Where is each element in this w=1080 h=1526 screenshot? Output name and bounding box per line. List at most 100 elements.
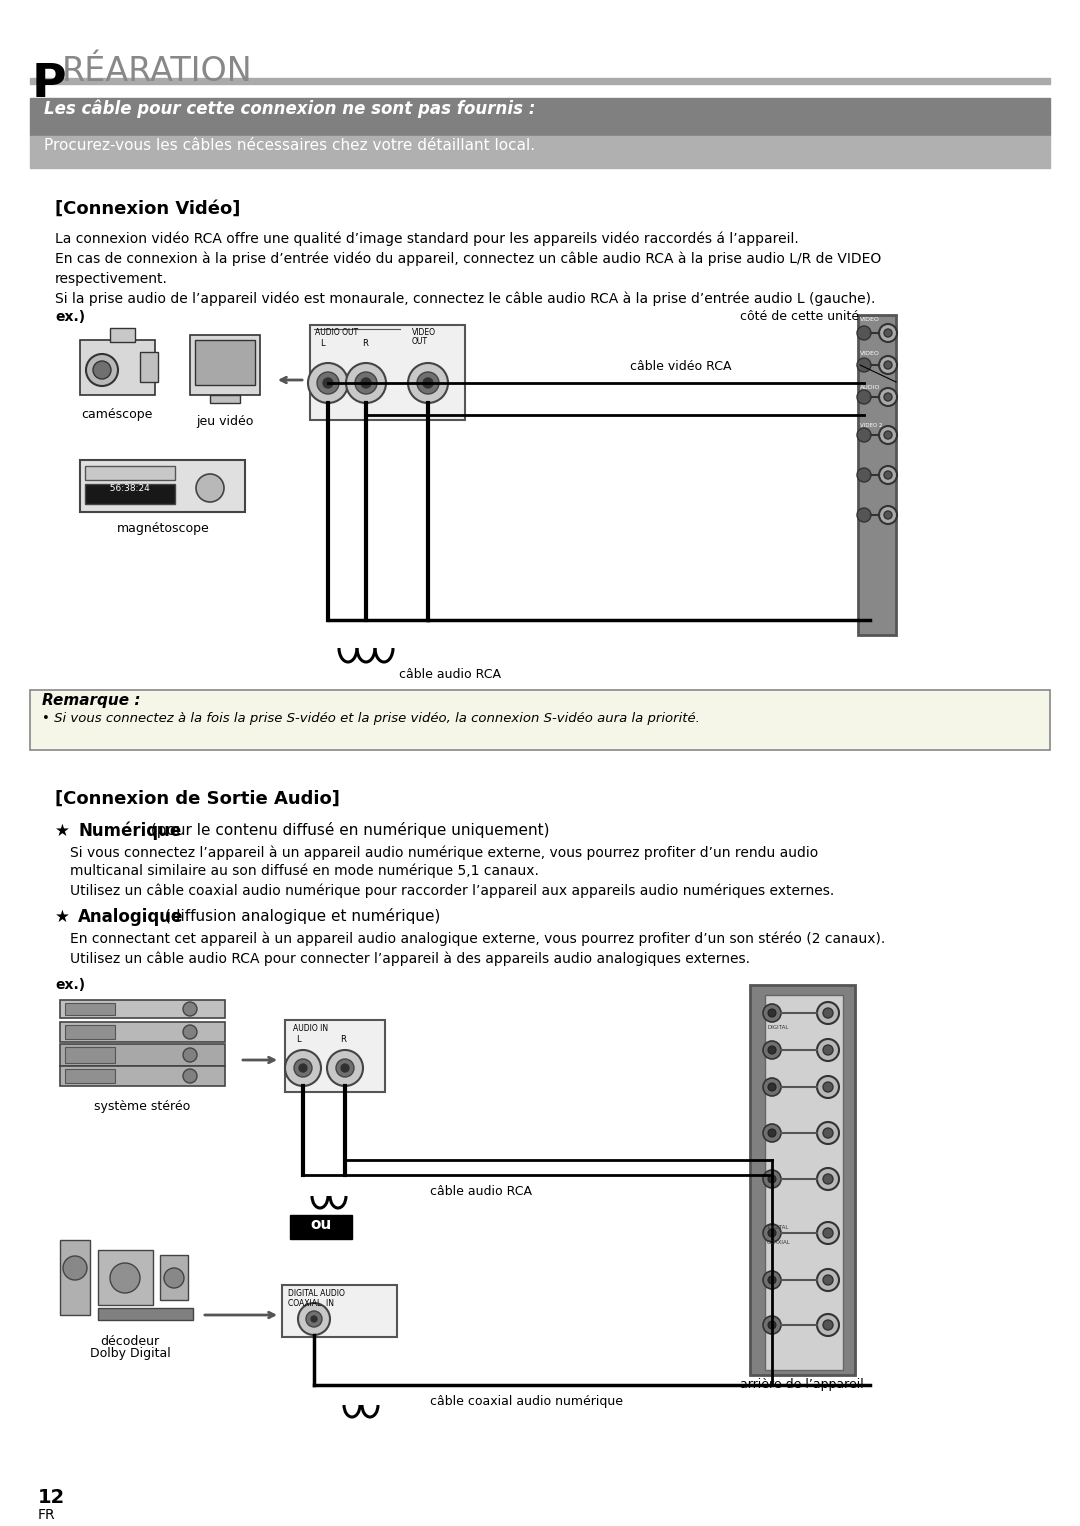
Bar <box>80 459 245 513</box>
Circle shape <box>816 1039 839 1061</box>
Bar <box>60 1022 225 1042</box>
Circle shape <box>823 1173 833 1184</box>
Circle shape <box>63 1256 87 1280</box>
Bar <box>60 1000 225 1018</box>
Circle shape <box>823 1276 833 1285</box>
Text: Remarque :: Remarque : <box>42 693 140 708</box>
Circle shape <box>294 1059 312 1077</box>
Bar <box>85 484 175 504</box>
Text: Les câble pour cette connexion ne sont pas fournis :: Les câble pour cette connexion ne sont p… <box>44 101 536 119</box>
Bar <box>285 1019 384 1093</box>
Circle shape <box>858 327 870 340</box>
Text: Si vous connectez l’appareil à un appareil audio numérique externe, vous pourrez: Si vous connectez l’appareil à un appare… <box>70 845 819 859</box>
Text: R: R <box>362 339 368 348</box>
Circle shape <box>762 1224 781 1242</box>
Text: COAXIAL: COAXIAL <box>767 1241 791 1245</box>
Circle shape <box>885 430 892 439</box>
Bar <box>30 78 1050 84</box>
Circle shape <box>762 1315 781 1334</box>
Circle shape <box>183 1070 197 1083</box>
Text: RÉARATION: RÉARATION <box>62 55 253 89</box>
Circle shape <box>823 1045 833 1054</box>
Bar <box>190 336 260 395</box>
Bar <box>80 340 156 395</box>
Text: L: L <box>296 1035 300 1044</box>
Circle shape <box>768 1129 777 1137</box>
Circle shape <box>879 426 897 444</box>
Text: Numérique: Numérique <box>78 823 181 841</box>
Bar <box>65 1003 114 1015</box>
Bar <box>65 1025 114 1039</box>
Circle shape <box>879 356 897 374</box>
Text: VIDEO: VIDEO <box>860 317 880 322</box>
Circle shape <box>311 1315 318 1322</box>
Text: AUDIO IN: AUDIO IN <box>293 1024 328 1033</box>
Text: Dolby Digital: Dolby Digital <box>90 1347 171 1360</box>
Circle shape <box>346 363 386 403</box>
Text: arrière de l’appareil: arrière de l’appareil <box>740 1378 864 1392</box>
Circle shape <box>879 465 897 484</box>
Circle shape <box>816 1076 839 1099</box>
Bar <box>98 1250 153 1305</box>
Text: respectivement.: respectivement. <box>55 272 167 285</box>
Circle shape <box>858 468 870 482</box>
Text: (diffusion analogique et numérique): (diffusion analogique et numérique) <box>160 908 441 925</box>
Text: COAXIAL  IN: COAXIAL IN <box>288 1299 334 1308</box>
Circle shape <box>879 324 897 342</box>
Circle shape <box>323 378 333 388</box>
Circle shape <box>308 363 348 403</box>
Text: AUDIO OUT: AUDIO OUT <box>315 328 359 337</box>
Circle shape <box>879 388 897 406</box>
Circle shape <box>816 1314 839 1335</box>
Circle shape <box>195 475 224 502</box>
Bar <box>30 98 1050 136</box>
Circle shape <box>885 511 892 519</box>
Circle shape <box>858 391 870 404</box>
Text: jeu vidéo: jeu vidéo <box>197 415 254 427</box>
Circle shape <box>183 1003 197 1016</box>
Circle shape <box>110 1264 140 1293</box>
Text: [Connexion de Sortie Audio]: [Connexion de Sortie Audio] <box>55 790 340 807</box>
Circle shape <box>816 1270 839 1291</box>
Circle shape <box>768 1009 777 1016</box>
Circle shape <box>361 378 372 388</box>
Circle shape <box>762 1170 781 1189</box>
Bar <box>60 1044 225 1067</box>
Text: Utilisez un câble audio RCA pour connecter l’appareil à des appareils audio anal: Utilisez un câble audio RCA pour connect… <box>70 951 750 966</box>
Text: ★: ★ <box>55 908 76 926</box>
Text: câble coaxial audio numérique: câble coaxial audio numérique <box>430 1395 623 1408</box>
Text: câble audio RCA: câble audio RCA <box>399 668 501 681</box>
Circle shape <box>768 1276 777 1283</box>
Circle shape <box>762 1125 781 1141</box>
Text: OUT: OUT <box>411 337 428 346</box>
Text: DIGITAL: DIGITAL <box>767 1025 788 1030</box>
Circle shape <box>355 372 377 394</box>
Circle shape <box>768 1045 777 1054</box>
Circle shape <box>762 1077 781 1096</box>
Text: câble audio RCA: câble audio RCA <box>430 1186 532 1198</box>
Text: système stéréo: système stéréo <box>94 1100 190 1112</box>
Circle shape <box>816 1167 839 1190</box>
Bar <box>60 1241 90 1315</box>
Circle shape <box>423 378 433 388</box>
Circle shape <box>164 1268 184 1288</box>
Text: FR: FR <box>38 1508 56 1521</box>
Bar <box>65 1070 114 1083</box>
Circle shape <box>885 394 892 401</box>
Text: VIDEO 2: VIDEO 2 <box>860 423 882 427</box>
Circle shape <box>858 359 870 372</box>
Circle shape <box>823 1128 833 1138</box>
Circle shape <box>408 363 448 403</box>
Circle shape <box>885 330 892 337</box>
Circle shape <box>318 372 339 394</box>
Bar <box>282 1285 397 1337</box>
Bar <box>765 995 843 1370</box>
Bar <box>210 395 240 403</box>
Bar <box>30 136 1050 168</box>
Circle shape <box>858 508 870 522</box>
Text: DIGITAL: DIGITAL <box>767 1225 788 1230</box>
Bar <box>60 1067 225 1087</box>
Circle shape <box>823 1228 833 1238</box>
Text: magnétoscope: magnétoscope <box>117 522 210 536</box>
Circle shape <box>885 472 892 479</box>
